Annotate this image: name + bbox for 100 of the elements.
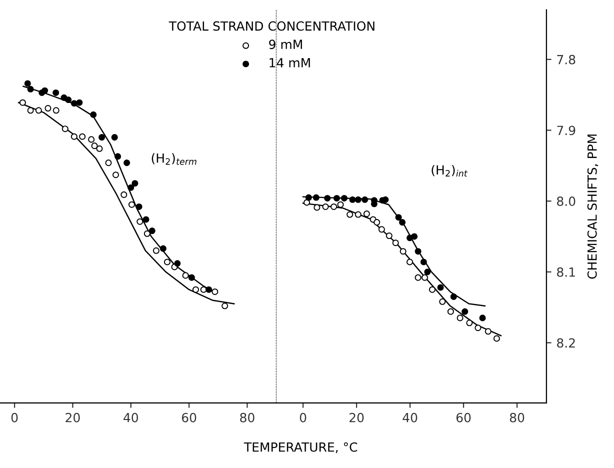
- point: [406, 258, 414, 266]
- point: [400, 248, 406, 255]
- point: [354, 196, 362, 203]
- x-tick-label: 80: [510, 412, 524, 422]
- point: [362, 196, 368, 203]
- point: [188, 274, 195, 281]
- point: [44, 105, 52, 112]
- point: [27, 107, 34, 114]
- point: [212, 288, 218, 296]
- point: [456, 314, 464, 322]
- point: [174, 260, 181, 267]
- point: [399, 219, 406, 226]
- point: [120, 191, 128, 198]
- legend-title: TOTAL STRAND CONCENTRATION: [168, 21, 374, 31]
- point: [340, 194, 348, 202]
- point: [462, 308, 468, 315]
- point: [19, 99, 26, 106]
- point: [128, 201, 136, 208]
- y-tick-label: 8.2: [557, 338, 575, 348]
- x-tick-label: 0: [11, 412, 18, 422]
- point: [222, 302, 228, 310]
- point: [314, 204, 320, 211]
- point: [466, 320, 473, 326]
- point: [392, 240, 399, 246]
- point: [98, 134, 106, 141]
- point: [439, 298, 446, 305]
- line-series: [302, 196, 486, 307]
- point: [206, 286, 212, 293]
- point: [164, 258, 170, 266]
- y-tick-label: 7.8: [557, 54, 576, 64]
- point: [414, 248, 422, 255]
- point: [132, 180, 138, 187]
- point: [349, 196, 356, 203]
- point: [474, 324, 482, 332]
- point: [70, 100, 78, 107]
- point: [312, 194, 320, 201]
- x-tick-label: 40: [124, 412, 138, 422]
- x-tick-label: 80: [240, 412, 254, 422]
- point: [79, 133, 86, 140]
- point: [52, 107, 60, 114]
- x-tick-label: 60: [456, 412, 471, 422]
- point: [450, 293, 457, 300]
- point: [414, 274, 422, 281]
- point: [88, 136, 95, 143]
- point: [437, 284, 444, 291]
- point: [65, 96, 72, 104]
- point: [111, 134, 118, 141]
- point: [24, 80, 31, 87]
- point: [428, 286, 436, 293]
- point: [148, 228, 156, 234]
- point: [144, 230, 150, 237]
- point: [114, 153, 122, 160]
- point: [90, 111, 97, 118]
- point: [62, 126, 68, 132]
- point: [35, 107, 42, 114]
- x-axis-title: TEMPERATURE, °C: [244, 442, 358, 454]
- point: [395, 214, 402, 221]
- point: [160, 245, 166, 252]
- point: [136, 218, 144, 225]
- y-axis-title: CHEMICAL SHIFTS, PPM: [587, 134, 598, 279]
- point: [182, 272, 189, 279]
- point: [52, 89, 60, 96]
- x-tick-label: 40: [402, 412, 418, 422]
- point: [447, 308, 454, 315]
- point: [305, 194, 312, 201]
- point: [27, 86, 34, 92]
- point: [363, 210, 370, 218]
- annotation: (H$_{2}$)$_{term}$: [152, 153, 196, 165]
- point: [136, 203, 142, 210]
- point: [382, 196, 389, 203]
- point: [346, 211, 354, 218]
- point: [192, 286, 199, 293]
- point: [421, 274, 428, 281]
- point: [424, 268, 431, 276]
- point: [330, 203, 338, 210]
- point: [152, 247, 160, 254]
- y-tick-label: 7.9: [557, 126, 576, 136]
- point: [70, 133, 78, 140]
- point: [96, 145, 103, 152]
- point: [142, 216, 150, 223]
- point: [411, 233, 418, 240]
- point: [304, 199, 310, 206]
- point: [76, 99, 83, 106]
- point: [378, 226, 385, 233]
- legend-label: 9 mM: [269, 40, 302, 50]
- point: [484, 328, 492, 335]
- point: [333, 194, 340, 202]
- annotation: (H$_{2}$)$_{int}$: [432, 164, 468, 176]
- point: [105, 160, 112, 166]
- point: [124, 160, 130, 166]
- point: [91, 142, 98, 150]
- y-tick-label: 8.1: [557, 267, 575, 277]
- y-tick-label: 8.0: [557, 196, 576, 206]
- point: [322, 203, 329, 210]
- x-tick-label: 0: [300, 412, 306, 422]
- x-tick-label: 60: [182, 412, 196, 422]
- legend-label: 14 mM: [270, 58, 310, 68]
- point: [386, 232, 392, 240]
- point: [324, 194, 331, 202]
- point: [112, 172, 120, 178]
